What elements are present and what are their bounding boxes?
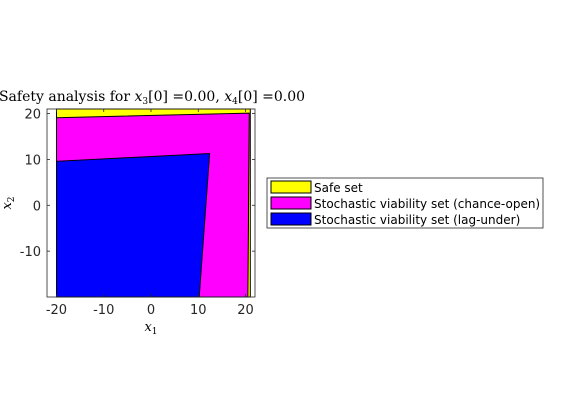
- legend-swatch: [270, 212, 312, 226]
- legend-label: Safe set: [314, 181, 363, 195]
- x-tick-label: -10: [93, 303, 114, 318]
- region-2: [56, 152, 211, 298]
- y-tick-label: 10: [24, 153, 41, 168]
- legend-swatch: [270, 180, 312, 194]
- x-tick-label: 10: [190, 303, 207, 318]
- legend-box: [266, 177, 544, 229]
- x-tick-label: 0: [147, 303, 155, 318]
- x-axis: -20 -10 0 10 20: [46, 109, 254, 318]
- x-tick-label: 20: [237, 303, 254, 318]
- y-axis-label: x2: [0, 196, 17, 209]
- x-axis-label: x1: [144, 320, 157, 337]
- legend-swatch: [270, 196, 312, 210]
- chart-title: Safety analysis for x3[0] =0.00, x4[0] =…: [0, 89, 305, 107]
- y-tick-label: -10: [20, 245, 41, 260]
- y-tick-label: 20: [24, 108, 41, 123]
- plot-area: [56, 108, 251, 298]
- y-axis: -10 0 10 20: [20, 108, 255, 260]
- legend-label: Stochastic viability set (chance-open): [314, 197, 540, 211]
- y-tick-label: 0: [33, 199, 41, 214]
- x-tick-label: -20: [46, 303, 67, 318]
- legend-label: Stochastic viability set (lag-under): [314, 213, 520, 227]
- legend: Safe set Stochastic viability set (chance…: [266, 177, 544, 229]
